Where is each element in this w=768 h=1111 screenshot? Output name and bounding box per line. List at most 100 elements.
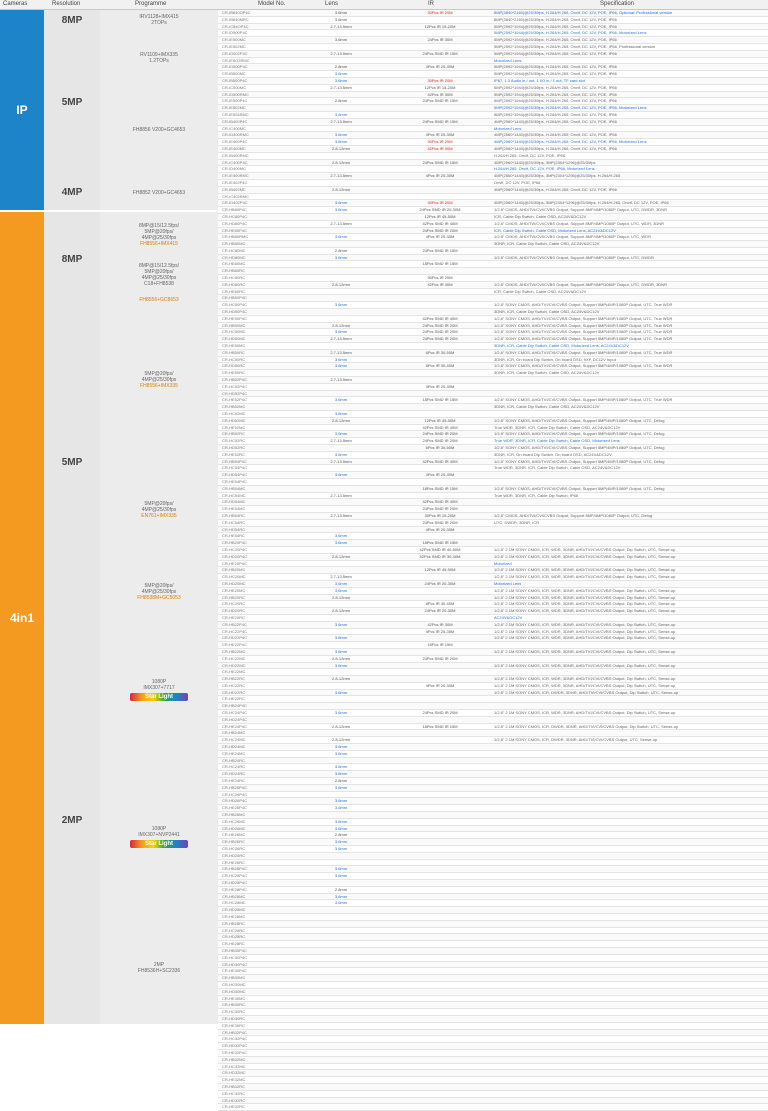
ir-cell: 24Pcs SMD IR 15M [422,247,458,253]
lens-cell: 2.8-12mm [331,322,350,328]
table-row: CR-HE52RC 3.6mm 3DNR, ICR, On board Dip Sw… [218,452,768,459]
table-row: CR-HD50MC 2.7-13.5mm 24Pcs SMD IR 20M 1/2.8… [218,336,768,344]
model-cell: CR-IE500P4C [222,98,248,104]
model-cell: CR-IE5O2RMC [222,57,250,63]
ir-cell: 24Pcs SMD IR 15M [422,118,458,124]
model-cell: CR-HB54MC [222,485,246,491]
table-row: CR-HD52P4C [218,390,768,398]
programme-item: 5MP@20fps/ 4MP@25/30fps EN761+IMX335 [100,452,218,568]
model-cell: CR-HB30P4C [222,947,247,953]
model-cell: CR-HC24P4C [222,710,248,716]
programme-line1: 5MP@20fps/ 4MP@25/30fps [141,500,177,513]
model-cell: CR-HC32MC [222,1063,246,1069]
lens-cell: 3.6mm [334,200,348,206]
table-row: CR-HD28P4C [218,880,768,887]
spec-cell: True WDR, 3DNR, ICR, Cable Dip Switch, C… [494,465,621,471]
model-cell: CR-HB24MC [222,730,246,736]
lens-cell: 3.6mm [334,329,348,335]
lens-cell: 3.6mm [334,397,348,403]
programme-line1: FH8856 V200+GC4653 [132,127,186,133]
table-row: CR-IE400P4C 3.6mm 30Pcs IR 20M 4MP(2560*144… [218,139,768,146]
ir-cell: 24Pcs SMD IR 20M [422,519,458,525]
table-row: CR-HC20P4C 42Pcs SMD IR 40-50M 1/2.8" 2.1M… [218,547,768,554]
model-cell: CR-HB28P4C [222,866,247,872]
lens-cell: 3.6mm [334,805,348,811]
table-row: CR-HD24P4C [218,716,768,724]
table-row: CR-HD30P4C [218,961,768,969]
spec-cell: 1/2.8" 2.1M SONY CMOS, ICR, WDR, 3DNR, A… [494,621,676,627]
model-cell: CR-HE28MC [222,913,246,919]
lens-cell: 3.6mm [334,818,348,824]
lens-cell: 3.6mm [334,866,348,872]
model-cell: CR-IE400RMC [222,173,249,179]
lens-cell: 2.7-13.5mm [330,492,352,498]
spec-cell: True WDR, 3DNR, ICR, Cable Dip Switch, C… [494,424,621,430]
model-cell: CR-HC20MC [222,574,246,580]
programme-item: RV1109+IMX335 1.2TOPs [100,30,218,86]
table-row: CR-HB52MC 3DNR, ICR, Cable Dip Switch, Ca… [218,404,768,412]
table-row: CR-HC24RC 3.6mm [218,764,768,772]
table-row: CR-HC32MC [218,1064,768,1071]
table-row: CR-HE20P4C Motorized [218,561,768,568]
resolution-8mp-4in1: 8MP [44,212,100,308]
table-row: CR-HD54RC 4Pcs IR 20-30M [218,526,768,534]
table-row: CR-IE502MC 5MP(2592*1944)@25/30fps, H.264… [218,105,768,112]
programme-line1: 2MP FH8536H+SC2336 [137,962,181,974]
table-row: CR-HC30P4C [218,955,768,962]
programme-line2: C18+FH8538 [144,280,174,287]
model-cell: CR-HD50P4C [222,309,248,315]
spec-cell: 1/2.8" 2.1M SONY CMOS, ICR, WDR, 3DNR, A… [494,710,676,716]
table-row: CR-HE54MC 24Pcs SMD IR 20M [218,506,768,513]
lens-cell: 3.6mm [334,77,348,83]
spec-cell: 1/2.8" 2.1M SONY CMOS, ICR, WDR, 3DNR, A… [494,662,676,668]
table-row: CR-IB840OP4C 3.6mm 30Pcs IR 20M 8MP(3840*21… [218,10,768,17]
model-cell: CR-HD54P4C [222,472,248,478]
table-row: CR-HE32MC [218,1077,768,1084]
header-cameras: Cameras [3,1,28,7]
spec-cell: 1/2.8" SONY CMOS, AHD/TVI/CVI/CVBS Outpu… [494,336,673,342]
model-cell: CR-HE20P4C [222,560,247,566]
table-row: CR-HB24RC [218,757,768,765]
model-cell: CR-HE80RC [222,288,245,294]
model-cell: CR-HC30RC [222,1009,246,1015]
ir-cell: 42Pcs IR 30M [427,281,453,287]
table-row: CR-HC54MC 2.7-13.5mm True WDR, 3DNR, ICR, … [218,493,768,500]
lens-cell: 2.8-12mm [331,145,350,151]
ir-cell: 30Pcs IR 15-20M [424,512,456,518]
table-row: CR-HD30RC [218,1015,768,1023]
model-cell: CR-HD80P4C [222,220,248,226]
table-row: CR-HD22MC 3.6mm 1/2.8" 2.1M SONY CMOS, ICR… [218,662,768,670]
model-cell: CR-HD28MC [222,907,246,913]
spec-cell: True WDR, 3DNR, ICR, Cable Dip Switch, C… [494,438,620,444]
model-cell: CR-HC24MC [222,737,246,743]
model-cell: CR-HE32MC [222,1077,246,1083]
ir-cell: 24Pcs SMD IR 20M [422,506,458,512]
table-row: CR-HC22MC 2.8-12mm 24Pcs SMD IR 20M [218,656,768,663]
model-cell: CR-HC20P4C [222,546,248,552]
table-row: CR-HB26MC [218,812,768,819]
ir-cell: 12Pcs IR 45-50M [424,213,456,219]
lens-cell: 3.6mm [334,900,348,906]
spec-cell: Onvif, DC 12V, POE, IP66 [494,179,541,185]
table-row: CR-HE80RC ICR, Cable Dip Switch, Cable OS… [218,289,768,296]
lens-cell: 2.8mm [334,778,348,784]
model-cell: CR-HE80MC [222,261,246,267]
table-row: CR-HB32MC [218,1056,768,1064]
spec-cell: 4MP(2560*1440)@25/30fps, H.264/H.265, On… [494,132,617,138]
model-cell: CR-IB402MC [222,186,246,192]
ir-cell: 42Pcs SMD IR 30-40M [419,553,461,559]
table-row: CR-IB500P4C 3.6mm 30Pcs IR 20M IP67, 1.3 Au… [218,77,768,85]
table-row: CR-HB50P4C [218,295,768,303]
spec-cell: 4MP(2560*1440)@25/30fps, H.264/H.265, On… [494,145,617,151]
table-row: CR-HC24MC 2.8-12mm 1/2.8" 2.1M SONY CMOS, … [218,737,768,745]
spec-cell: IP67, 1.3 Audio in / out, 1 I/O in / 1 o… [494,77,585,83]
table-row: CR-HD22RC 3.6mm 1/2.8" 2.1M SONY CMOS, ICR… [218,689,768,697]
programme-line2: FH8556+IMX415 [140,240,178,247]
table-row: CR-HC50P4C 3.6mm 1/2.8" SONY CMOS, AHD/TVI… [218,302,768,310]
table-row: CR-HE52P4C 3.6mm 18Pcs SMD IR 15M 1/2.8" SO… [218,397,768,405]
lens-cell: 3.6mm [334,533,348,539]
lens-cell: 2.8mm [334,886,348,892]
table-row: CR-HB50RC 2.7-13.5mm 6Pcs IR 30-50M 1/2.8" … [218,349,768,357]
model-cell: CR-IB840OP4C [222,10,251,15]
model-cell: CR-HB22P4C [222,621,247,627]
